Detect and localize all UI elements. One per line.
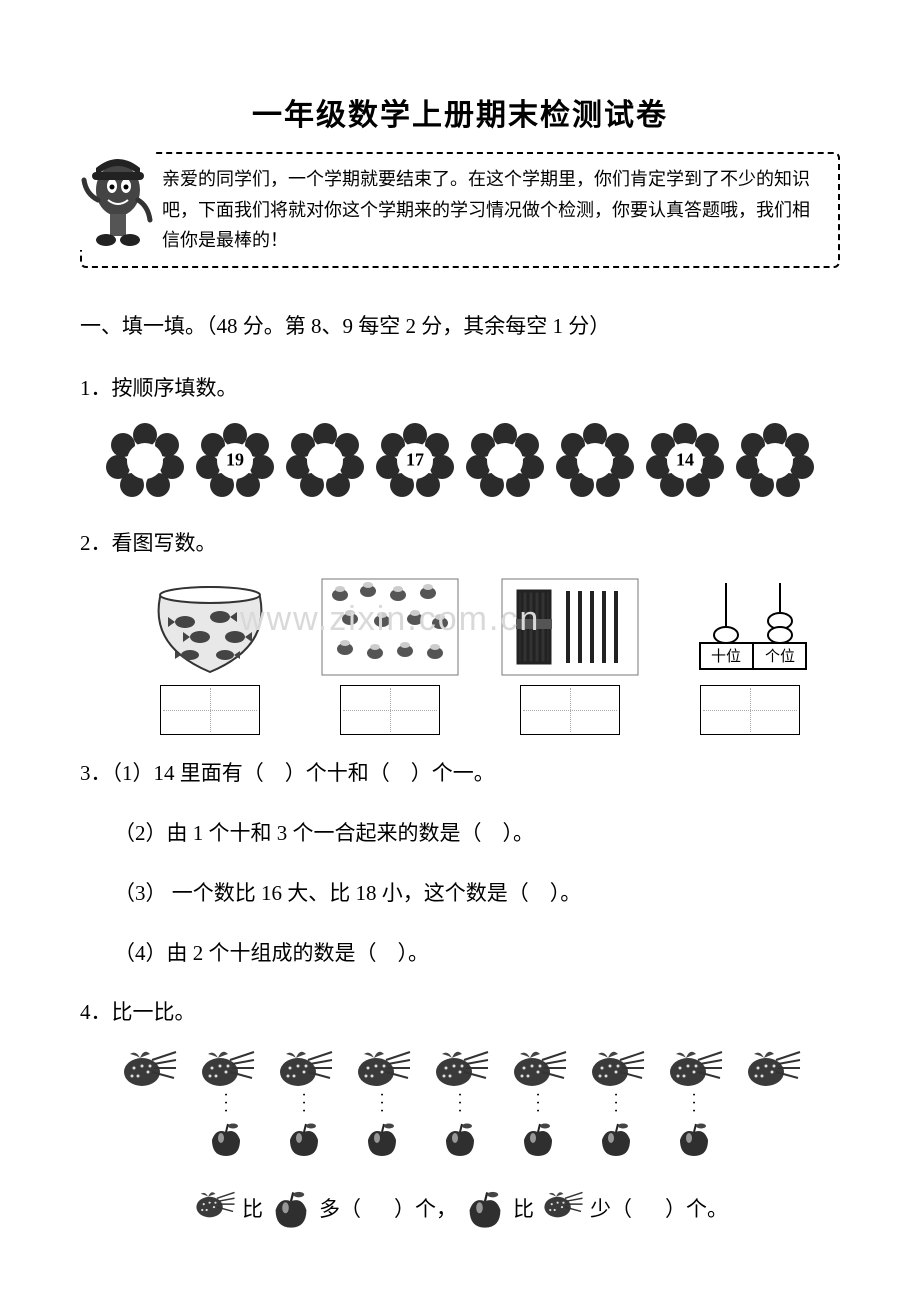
flower-icon: 17 [376,421,454,499]
apple-icon [508,1120,568,1160]
strawberry-icon [508,1046,568,1088]
q2-item-abacus: 十位 个位 [680,577,820,735]
svg-text:十位: 十位 [711,648,741,665]
strawberry-icon [586,1046,646,1088]
answer-box[interactable] [160,685,260,735]
q3-line4: （4）由 2 个十组成的数是（ ）。 [114,935,840,973]
q4-sentence: 比 多（ ）个， 比 少（ ）个。 [192,1188,728,1228]
q2-label: 2．看图写数。 [80,525,840,563]
mascot-icon [78,150,154,250]
q2-row: 十位 个位 [120,577,840,735]
q3-line3: （3） 一个数比 16 大、比 18 小，这个数是（ ）。 [114,875,840,913]
strawberry-icon [540,1188,584,1228]
q1-flower-row: 19 17 [80,421,840,499]
answer-box[interactable] [520,685,620,735]
apple-icon [352,1120,412,1160]
strawberry-icon [664,1046,724,1088]
q3-line1: 3．（1）14 里面有（ ）个十和（ ）个一。 [80,755,840,793]
strawberry-icon [192,1188,236,1228]
q4-graphic: ····················· 比 多（ ）个， [80,1046,840,1228]
bees-icon [320,577,460,677]
abacus-icon: 十位 个位 [680,577,820,677]
intro-box: 亲爱的同学们，一个学期就要结束了。在这个学期里，你们肯定学到了不少的知识吧，下面… [80,152,840,268]
strawberry-icon [196,1046,256,1088]
q1-label: 1．按顺序填数。 [80,370,840,408]
q2-item-sticks [500,577,640,735]
dotted-line-icon: ··· [274,1092,334,1116]
apple-icon [196,1120,256,1160]
dotted-line-icon: ··· [664,1092,724,1116]
strawberry-icon [430,1046,490,1088]
exam-title: 一年级数学上册期末检测试卷 [80,90,840,134]
apple-icon [664,1120,724,1160]
strawberry-icon [352,1046,412,1088]
apple-row [196,1120,724,1160]
intro-text: 亲爱的同学们，一个学期就要结束了。在这个学期里，你们肯定学到了不少的知识吧，下面… [162,169,810,250]
q4-label: 4．比一比。 [80,994,840,1032]
strawberry-icon [274,1046,334,1088]
strawberry-icon [742,1046,802,1088]
fishbowl-icon [140,577,280,677]
flower-icon: 14 [646,421,724,499]
strawberry-icon [118,1046,178,1088]
flower-icon [736,421,814,499]
sticks-icon [500,577,640,677]
page: 一年级数学上册期末检测试卷 亲爱的同学们，一个学期就要结束了。在这个学期里，你们… [0,0,920,1301]
flower-icon [106,421,184,499]
section-1-heading: 一、填一填。（48 分。第 8、9 每空 2 分，其余每空 1 分） [80,308,840,346]
strawberry-row [118,1046,802,1088]
q2-item-fishbowl [140,577,280,735]
q3-line2: （2）由 1 个十和 3 个一合起来的数是（ ）。 [114,815,840,853]
flower-icon [286,421,364,499]
dots-row: ··· ··· ··· ··· ··· ··· ··· [196,1092,724,1116]
apple-icon [269,1188,313,1228]
dotted-line-icon: ··· [430,1092,490,1116]
answer-box[interactable] [700,685,800,735]
apple-icon [430,1120,490,1160]
dotted-line-icon: ··· [586,1092,646,1116]
flower-icon [556,421,634,499]
apple-icon [586,1120,646,1160]
svg-text:个位: 个位 [765,648,795,665]
dotted-line-icon: ··· [508,1092,568,1116]
flower-icon: 19 [196,421,274,499]
dotted-line-icon: ··· [196,1092,256,1116]
q2-item-bees [320,577,460,735]
apple-icon [274,1120,334,1160]
flower-icon [466,421,544,499]
dotted-line-icon: ··· [352,1092,412,1116]
apple-icon [463,1188,507,1228]
answer-box[interactable] [340,685,440,735]
